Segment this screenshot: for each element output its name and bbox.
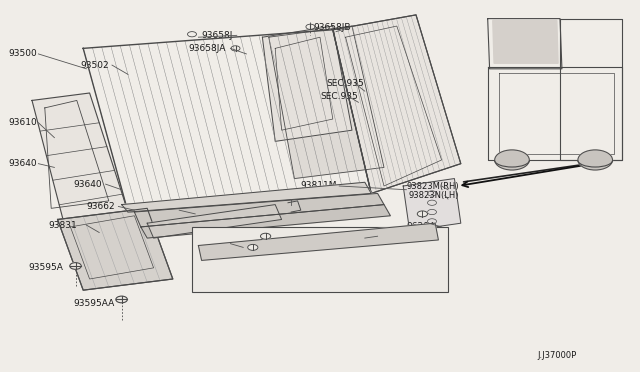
Polygon shape xyxy=(333,15,461,193)
Text: 93831: 93831 xyxy=(48,221,77,230)
Text: 93658JA: 93658JA xyxy=(189,44,226,53)
Text: 93820A: 93820A xyxy=(202,239,236,248)
Polygon shape xyxy=(141,205,390,238)
Polygon shape xyxy=(58,208,173,290)
Circle shape xyxy=(70,263,81,269)
Text: 93826A: 93826A xyxy=(342,232,377,241)
Text: 93823N(LH): 93823N(LH) xyxy=(408,191,459,200)
Text: 93658JB: 93658JB xyxy=(314,23,351,32)
Text: 96204: 96204 xyxy=(406,222,435,231)
Text: 93828E: 93828E xyxy=(256,195,291,203)
Text: 93595A: 93595A xyxy=(29,263,63,272)
Text: J.J37000P: J.J37000P xyxy=(538,351,577,360)
Polygon shape xyxy=(198,223,438,260)
Text: 93658J: 93658J xyxy=(202,31,233,40)
Polygon shape xyxy=(262,26,352,141)
Polygon shape xyxy=(269,26,384,179)
Circle shape xyxy=(495,150,529,170)
Polygon shape xyxy=(32,93,128,223)
Text: 93595AA: 93595AA xyxy=(74,299,115,308)
Text: SEC.935: SEC.935 xyxy=(320,92,358,101)
Text: 93690: 93690 xyxy=(150,206,179,215)
Text: 93662: 93662 xyxy=(86,202,115,211)
Polygon shape xyxy=(493,20,558,63)
Circle shape xyxy=(260,233,271,239)
Text: 93502: 93502 xyxy=(80,61,109,70)
Bar xyxy=(192,227,448,292)
Text: FOR VEHICLES WITHOUT REAR STEP BUMPER: FOR VEHICLES WITHOUT REAR STEP BUMPER xyxy=(195,284,367,293)
Polygon shape xyxy=(134,193,384,227)
Text: 93811M: 93811M xyxy=(301,182,337,190)
Polygon shape xyxy=(403,179,461,231)
Text: SEC.935: SEC.935 xyxy=(326,79,364,88)
Circle shape xyxy=(116,296,127,303)
Text: 93610: 93610 xyxy=(8,118,37,127)
Polygon shape xyxy=(147,205,282,238)
Text: 93500: 93500 xyxy=(8,49,37,58)
Circle shape xyxy=(248,244,258,250)
Circle shape xyxy=(417,211,428,217)
Circle shape xyxy=(578,150,612,170)
Text: 93823M(RH): 93823M(RH) xyxy=(406,182,459,190)
Polygon shape xyxy=(122,182,371,212)
Text: 93640: 93640 xyxy=(74,180,102,189)
Text: 93640: 93640 xyxy=(8,159,37,168)
